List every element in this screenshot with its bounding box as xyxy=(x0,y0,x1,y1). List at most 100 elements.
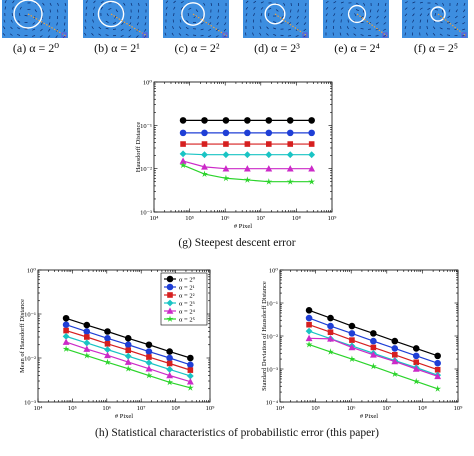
legend-entry: α = 2² xyxy=(179,292,195,299)
data-point xyxy=(62,338,70,345)
y-tick-label: 10⁻² xyxy=(266,334,278,341)
x-tick-label: 10⁷ xyxy=(382,405,391,412)
data-point xyxy=(83,345,91,352)
data-point xyxy=(434,385,442,392)
series-5 xyxy=(62,345,194,391)
plot-frame xyxy=(153,81,333,213)
data-point xyxy=(327,335,334,342)
series-1 xyxy=(305,314,441,367)
data-point xyxy=(391,370,399,378)
data-point xyxy=(179,157,187,164)
data-point xyxy=(62,314,70,322)
subfigure-label-f: (f) α = 2⁵ xyxy=(413,41,459,55)
data-point xyxy=(166,307,174,314)
data-point xyxy=(145,365,153,372)
data-point xyxy=(266,141,272,147)
data-point xyxy=(305,327,313,335)
data-point xyxy=(83,334,90,340)
x-tick-label: 10⁶ xyxy=(102,405,111,412)
data-point xyxy=(369,351,377,358)
data-point xyxy=(369,362,377,370)
series-3 xyxy=(62,332,194,380)
subfigure-label-c: (c) α = 2² xyxy=(174,41,220,55)
x-axis-label: # Pixel xyxy=(115,413,133,420)
plot-frame xyxy=(37,269,211,403)
data-point xyxy=(146,354,152,360)
data-point xyxy=(348,355,356,362)
thumbnail-e xyxy=(323,0,389,38)
data-point xyxy=(104,335,111,342)
vector-field-image xyxy=(163,0,229,38)
series-2 xyxy=(180,141,315,147)
data-point xyxy=(166,348,173,355)
series-0 xyxy=(305,307,441,360)
data-point xyxy=(286,165,294,172)
thumbnail-d xyxy=(243,0,309,38)
chart-std-hausdorff: 10⁴ 10⁵ 10⁶ 10⁷ 10⁸ 10⁹ 10⁻⁴ 10⁻³ 10⁻² 10⁻¹ 10⁰ # P… xyxy=(244,262,470,422)
data-point xyxy=(306,321,312,328)
x-tick-label: 10⁹ xyxy=(328,215,338,222)
x-tick-label: 10⁶ xyxy=(221,215,230,222)
data-point xyxy=(187,361,194,369)
data-point xyxy=(104,346,111,354)
subfigure-label-d: (d) α = 2³ xyxy=(254,41,300,55)
series-5 xyxy=(305,340,442,392)
data-point xyxy=(244,117,251,124)
x-tick-label: 10⁴ xyxy=(150,215,160,222)
chart-svg: 10⁴ 10⁵ 10⁶ 10⁷ 10⁸ 10⁹ 10⁻³ 10⁻² 10⁻¹ 10⁰ # Pixel… xyxy=(19,268,215,421)
data-point xyxy=(434,366,441,373)
data-point xyxy=(370,330,377,337)
thumbnail-b xyxy=(83,0,149,38)
y-tick-label: 10⁻¹ xyxy=(140,123,152,130)
y-tick-label: 10⁻² xyxy=(140,166,152,173)
data-point xyxy=(391,357,399,365)
data-point xyxy=(327,329,334,336)
data-point xyxy=(286,129,294,137)
data-point xyxy=(348,330,356,337)
y-tick-label: 10⁻³ xyxy=(266,367,278,374)
data-point xyxy=(167,292,173,298)
data-point xyxy=(286,178,294,185)
data-point xyxy=(222,151,230,159)
data-point xyxy=(145,371,153,379)
x-tick-label: 10⁷ xyxy=(137,405,146,412)
data-point xyxy=(186,378,194,385)
data-point xyxy=(186,384,194,391)
caption-h: (h) Statistical characteristics of proba… xyxy=(95,427,379,439)
y-tick-label: 10⁰ xyxy=(269,268,279,275)
data-point xyxy=(201,163,208,170)
data-point xyxy=(308,129,315,137)
x-tick-label: 10⁸ xyxy=(292,215,302,222)
data-point xyxy=(145,348,153,355)
x-axis-label: # Pixel xyxy=(360,413,378,420)
data-point xyxy=(243,176,251,183)
data-point xyxy=(412,377,420,385)
data-point xyxy=(412,345,420,352)
series-2 xyxy=(63,327,194,373)
chart-steepest-descent: 10⁴ 10⁵ 10⁶ 10⁷ 10⁸ 10⁹ 10⁻³ 10⁻² 10⁻¹ 10⁰ # Pixel… xyxy=(128,74,338,232)
data-point xyxy=(62,345,70,352)
x-tick-label: 10⁵ xyxy=(311,405,320,412)
chart-svg: 10⁴ 10⁵ 10⁶ 10⁷ 10⁸ 10⁹ 10⁻³ 10⁻² 10⁻¹ 10⁰ # Pixel… xyxy=(135,80,338,231)
data-point xyxy=(124,358,132,365)
legend-entry: α = 2¹ xyxy=(179,284,195,291)
legend-entry: α = 2³ xyxy=(179,300,195,307)
y-tick-label: 10⁻³ xyxy=(140,210,152,217)
legend-entry: α = 2⁴ xyxy=(179,308,196,315)
thumbnail-a xyxy=(2,0,68,38)
data-point xyxy=(308,151,316,159)
data-point xyxy=(308,165,316,172)
data-point xyxy=(265,129,273,137)
data-point xyxy=(179,129,187,137)
data-point xyxy=(223,141,229,147)
data-point xyxy=(349,337,355,343)
data-point xyxy=(305,314,313,322)
data-point xyxy=(83,321,91,329)
x-tick-label: 10⁷ xyxy=(256,215,265,222)
data-point xyxy=(265,117,273,124)
series-2 xyxy=(306,321,441,373)
data-point xyxy=(308,117,315,124)
vector-field-image xyxy=(243,0,309,38)
data-point xyxy=(391,345,399,352)
data-point xyxy=(179,150,187,158)
